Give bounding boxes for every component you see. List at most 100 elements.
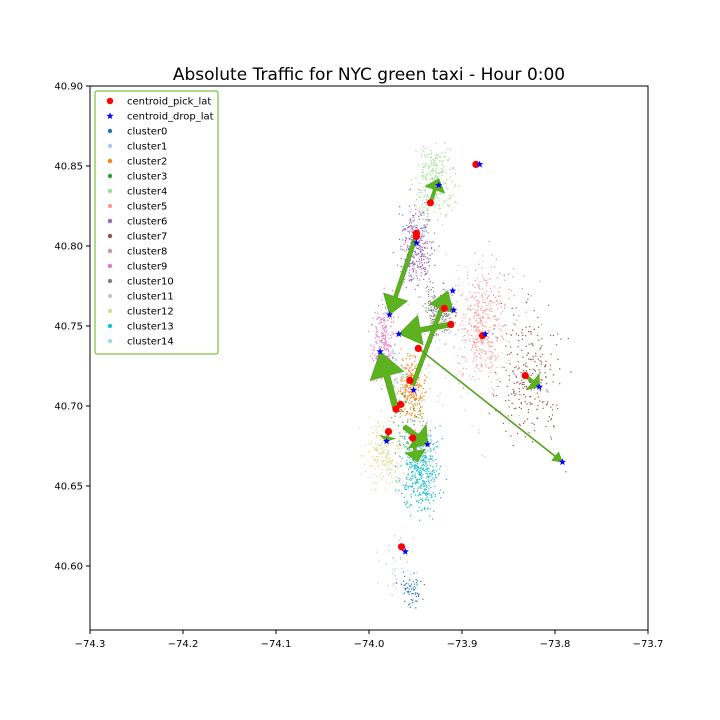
cluster-point [431,455,433,457]
cluster-point [451,303,453,305]
cluster-point [435,334,437,336]
cluster-point [478,263,480,265]
cluster-point [462,374,464,376]
cluster-point [422,483,424,485]
pickup-centroid-13 [409,434,417,442]
cluster-point [512,276,514,278]
cluster-point [410,236,412,238]
cluster-point [405,236,407,239]
cluster-point [418,244,420,246]
cluster-point [425,472,427,475]
cluster-point [408,248,410,250]
cluster-point [411,471,413,473]
cluster-point [540,356,542,358]
cluster-point [427,508,429,510]
cluster-point [380,448,382,450]
cluster-point [423,235,425,237]
cluster-point [380,318,382,320]
cluster-point [406,500,408,502]
cluster-point [431,189,433,191]
cluster-point [418,595,420,597]
cluster-point [433,232,436,234]
cluster-point [416,466,419,469]
cluster-point [494,315,496,317]
cluster-point [477,326,479,329]
cluster-point [407,244,409,246]
cluster-point [550,406,552,408]
cluster-point [477,300,479,302]
cluster-point [411,276,413,278]
cluster-point [445,200,447,202]
cluster-point [477,305,479,307]
cluster-point [415,481,417,483]
cluster-point [399,466,401,468]
cluster-point [410,241,412,244]
cluster-point [406,411,408,413]
cluster-point [413,392,415,394]
cluster-point [483,278,485,280]
cluster-point [480,309,482,311]
cluster-point [428,207,430,209]
cluster-point [385,454,387,456]
cluster-point [382,460,384,462]
cluster-point [387,350,389,353]
cluster-point [408,593,410,595]
cluster-point [381,463,383,465]
dropoff-centroid-13 [558,458,567,466]
cluster-point [411,279,413,281]
legend-label-cluster1: cluster1 [127,142,167,153]
cluster-point [427,294,430,296]
cluster-point [428,265,430,267]
cluster-point [420,251,422,253]
cluster-point [424,488,426,490]
cluster-point [501,352,503,354]
cluster-point [395,378,398,380]
cluster-point [372,349,374,351]
cluster-point [421,468,423,470]
cluster-point [494,296,496,298]
cluster-point [384,306,386,308]
cluster-point [410,413,412,415]
cluster-point [405,451,407,453]
cluster-point [382,325,384,327]
cluster-point [378,455,380,457]
cluster-point [474,344,477,346]
cluster-point [457,284,460,287]
cluster-point [540,347,542,349]
cluster-point [512,329,514,331]
cluster-point [418,215,420,217]
cluster-point [447,328,449,331]
cluster-point [523,384,525,386]
cluster-point [421,400,423,402]
cluster-point [552,404,554,406]
cluster-point [464,410,466,412]
cluster-point [431,177,433,179]
cluster-point [389,352,391,354]
cluster-point [419,410,421,412]
cluster-point [431,308,433,310]
cluster-point [407,456,409,458]
cluster-point [422,218,424,220]
cluster-point [398,213,400,215]
cluster-point [434,295,436,298]
cluster-point [456,301,458,303]
cluster-point [410,384,412,387]
cluster-point [441,318,443,320]
cluster-point [392,583,394,585]
cluster-point [401,230,404,232]
cluster-point [544,372,546,374]
cluster-point [388,317,390,319]
cluster-point [536,335,539,337]
cluster-point [423,485,426,487]
cluster-point [408,585,411,587]
cluster-point [420,214,423,216]
cluster-point [373,446,375,449]
cluster-point [423,224,425,226]
cluster-point [441,164,443,166]
cluster-point [442,171,444,173]
cluster-point [546,383,548,385]
cluster-point [421,265,424,267]
cluster-point [421,254,423,256]
cluster-point [524,396,527,398]
cluster-point [417,385,419,387]
